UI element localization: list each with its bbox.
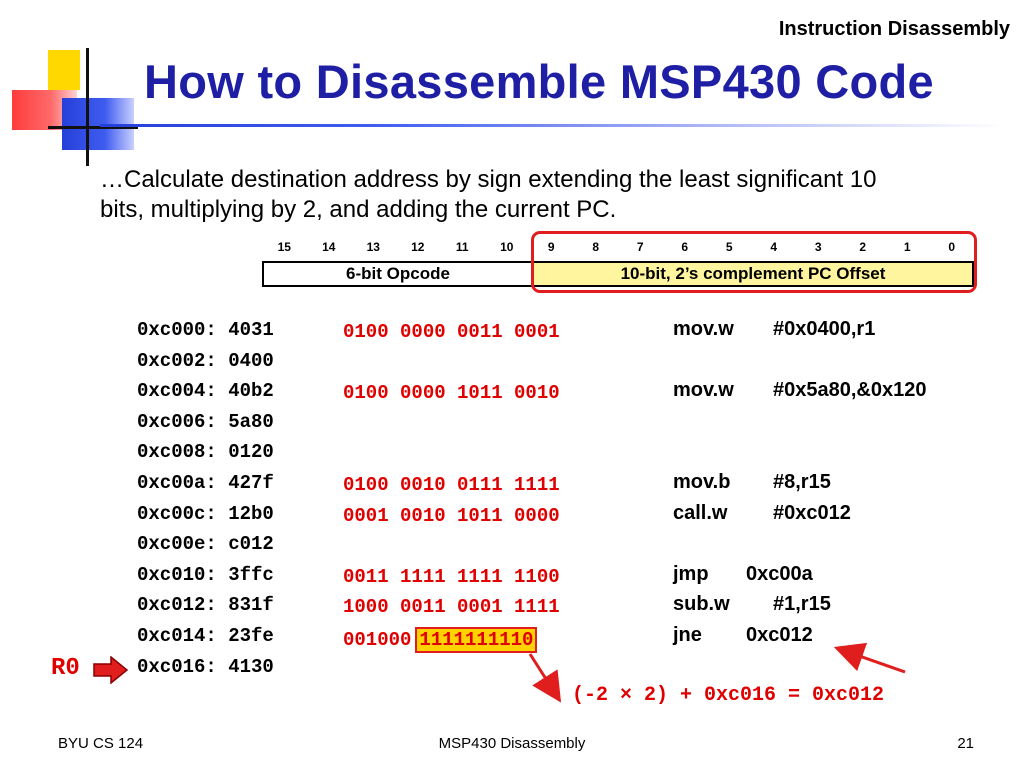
operands: #1,r15 bbox=[773, 593, 831, 616]
operands: #8,r15 bbox=[773, 471, 831, 493]
footer-title: MSP430 Disassembly bbox=[438, 735, 586, 752]
offset-highlight-box bbox=[531, 231, 977, 293]
logo-yellow-square bbox=[48, 50, 80, 90]
arrow-to-target-icon bbox=[833, 642, 906, 674]
assembly-instruction: mov.w #0x0400,r1 bbox=[673, 318, 875, 341]
mnemonic: sub.w bbox=[673, 593, 730, 616]
assembly-instruction: call.w #0xc012 bbox=[673, 501, 851, 525]
bit-number-row: 15 14 13 12 11 10 9 8 7 6 5 4 3 2 1 0 bbox=[262, 240, 974, 260]
code-address: 0xc00c: 12b0 bbox=[137, 502, 274, 525]
jne-offset-bits: 1111111110 bbox=[415, 627, 538, 653]
code-address: 0xc008: 0120 bbox=[137, 441, 274, 464]
binary-encoding: 0001 0010 1011 0000 bbox=[343, 504, 560, 527]
operands: #0xc012 bbox=[773, 501, 851, 524]
operands: 0xc00a bbox=[746, 562, 813, 585]
bit-number: 14 bbox=[322, 240, 336, 254]
bit-number: 11 bbox=[455, 240, 469, 254]
assembly-instruction: jne 0xc012 bbox=[673, 624, 813, 647]
footer-page-number: 21 bbox=[957, 735, 974, 752]
bit-number: 10 bbox=[500, 240, 514, 254]
assembly-instruction: sub.w #1,r15 bbox=[673, 593, 831, 616]
mnemonic: mov.w bbox=[673, 379, 734, 402]
bit-number: 4 bbox=[770, 240, 778, 254]
bit-number: 13 bbox=[366, 240, 380, 254]
jne-binary: 001000 1111111110 bbox=[343, 627, 538, 653]
mnemonic: jne bbox=[673, 624, 702, 646]
mnemonic: mov.w bbox=[673, 318, 734, 340]
section-title: Instruction Disassembly bbox=[778, 18, 1010, 40]
assembly-instruction: mov.w #0x5a80,&0x120 bbox=[673, 379, 926, 402]
binary-encoding: 0011 1111 1111 1100 bbox=[343, 565, 560, 588]
bit-number: 1 bbox=[903, 240, 911, 254]
bit-number: 6 bbox=[681, 240, 689, 254]
code-address: 0xc004: 40b2 bbox=[137, 380, 274, 403]
right-arrow-icon bbox=[93, 656, 129, 684]
code-address: 0xc014: 23fe bbox=[137, 625, 274, 647]
code-address: 0xc016: 4130 bbox=[137, 655, 274, 678]
assembly-instruction: mov.b #8,r15 bbox=[673, 471, 831, 494]
code-address: 0xc006: 5a80 bbox=[137, 410, 274, 433]
operands: #0x0400,r1 bbox=[773, 318, 876, 340]
calculation-text: (-2 × 2) + 0xc016 = 0xc012 bbox=[572, 684, 885, 707]
opcode-field: 6-bit Opcode bbox=[264, 263, 534, 285]
bit-number: 5 bbox=[725, 240, 733, 254]
logo-vertical-line bbox=[86, 48, 89, 166]
bit-number: 12 bbox=[411, 240, 425, 254]
binary-encoding: 0100 0010 0111 1111 bbox=[343, 474, 560, 496]
title-underline bbox=[100, 124, 1005, 127]
code-address: 0xc00a: 427f bbox=[137, 472, 274, 494]
description-text: …Calculate destination address by sign e… bbox=[100, 166, 877, 223]
bit-number: 0 bbox=[948, 240, 956, 254]
binary-encoding: 1000 0011 0001 1111 bbox=[343, 596, 560, 619]
jne-opcode-bits: 001000 bbox=[343, 629, 412, 651]
footer-course: BYU CS 124 bbox=[58, 735, 144, 752]
code-address: 0xc010: 3ffc bbox=[137, 563, 274, 586]
offset-field: 10-bit, 2’s complement PC Offset bbox=[534, 263, 972, 285]
r0-label: R0 bbox=[51, 655, 80, 682]
code-address: 0xc002: 0400 bbox=[137, 349, 274, 372]
code-address: 0xc00e: c012 bbox=[137, 533, 274, 556]
code-address: 0xc012: 831f bbox=[137, 594, 274, 617]
assembly-instruction: jmp 0xc00a bbox=[673, 562, 813, 586]
mnemonic: jmp bbox=[673, 562, 709, 585]
bit-number: 7 bbox=[636, 240, 644, 254]
bit-number: 9 bbox=[547, 240, 555, 254]
page-title: How to Disassemble MSP430 Code bbox=[144, 55, 934, 108]
bit-number: 3 bbox=[814, 240, 822, 254]
arrow-to-offset-icon bbox=[528, 653, 562, 703]
operands: #0x5a80,&0x120 bbox=[773, 379, 927, 402]
logo-horizontal-line bbox=[48, 126, 138, 129]
mnemonic: mov.b bbox=[673, 471, 731, 493]
bit-number: 8 bbox=[592, 240, 600, 254]
bit-number: 2 bbox=[859, 240, 867, 254]
binary-encoding: 0100 0000 1011 0010 bbox=[343, 382, 560, 405]
mnemonic: call.w bbox=[673, 501, 728, 524]
code-address: 0xc000: 4031 bbox=[137, 319, 274, 341]
binary-encoding: 0100 0000 0011 0001 bbox=[343, 321, 560, 343]
bit-number: 15 bbox=[277, 240, 291, 254]
operands: 0xc012 bbox=[746, 624, 813, 646]
